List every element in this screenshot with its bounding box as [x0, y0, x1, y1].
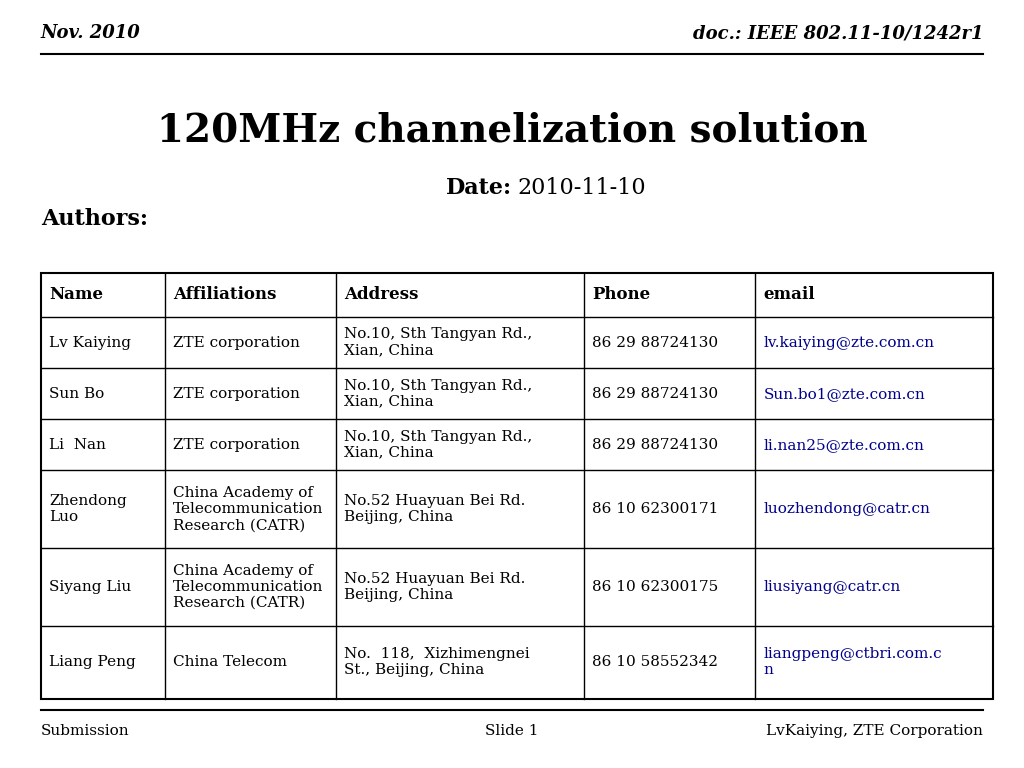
Text: 86 10 62300171: 86 10 62300171 [592, 502, 719, 516]
Text: Submission: Submission [41, 724, 130, 738]
Text: No.10, Sth Tangyan Rd.,
Xian, China: No.10, Sth Tangyan Rd., Xian, China [344, 429, 532, 460]
Text: Nov. 2010: Nov. 2010 [41, 25, 140, 42]
Text: China Academy of
Telecommunication
Research (CATR): China Academy of Telecommunication Resea… [173, 564, 324, 610]
Text: ZTE corporation: ZTE corporation [173, 386, 300, 401]
Text: 86 29 88724130: 86 29 88724130 [592, 336, 718, 349]
Text: 86 10 62300175: 86 10 62300175 [592, 580, 718, 594]
Text: Lv Kaiying: Lv Kaiying [49, 336, 131, 349]
Text: Zhendong
Luo: Zhendong Luo [49, 494, 127, 525]
Text: LvKaiying, ZTE Corporation: LvKaiying, ZTE Corporation [766, 724, 983, 738]
Text: Liang Peng: Liang Peng [49, 655, 136, 669]
Text: No.10, Sth Tangyan Rd.,
Xian, China: No.10, Sth Tangyan Rd., Xian, China [344, 379, 532, 409]
Text: liangpeng@ctbri.com.c
n: liangpeng@ctbri.com.c n [763, 647, 942, 677]
Text: Siyang Liu: Siyang Liu [49, 580, 131, 594]
Text: 86 29 88724130: 86 29 88724130 [592, 438, 718, 452]
Text: No.10, Sth Tangyan Rd.,
Xian, China: No.10, Sth Tangyan Rd., Xian, China [344, 327, 532, 358]
Text: 86 10 58552342: 86 10 58552342 [592, 655, 718, 669]
Text: No.52 Huayuan Bei Rd.
Beijing, China: No.52 Huayuan Bei Rd. Beijing, China [344, 494, 525, 525]
Text: 120MHz channelization solution: 120MHz channelization solution [157, 111, 867, 150]
Text: 2010-11-10: 2010-11-10 [517, 177, 646, 199]
Text: Affiliations: Affiliations [173, 286, 276, 303]
Text: luozhendong@catr.cn: luozhendong@catr.cn [763, 502, 930, 516]
Text: li.nan25@zte.com.cn: li.nan25@zte.com.cn [763, 438, 925, 452]
Text: ZTE corporation: ZTE corporation [173, 336, 300, 349]
Text: ZTE corporation: ZTE corporation [173, 438, 300, 452]
Text: liusiyang@catr.cn: liusiyang@catr.cn [763, 580, 901, 594]
Text: Phone: Phone [592, 286, 650, 303]
Text: Address: Address [344, 286, 419, 303]
Text: Date:: Date: [445, 177, 512, 199]
Text: Authors:: Authors: [41, 208, 147, 230]
Text: No.  118,  Xizhimengnei
St., Beijing, China: No. 118, Xizhimengnei St., Beijing, Chin… [344, 647, 530, 677]
Text: Li  Nan: Li Nan [49, 438, 106, 452]
Text: China Telecom: China Telecom [173, 655, 287, 669]
Text: lv.kaiying@zte.com.cn: lv.kaiying@zte.com.cn [763, 336, 934, 349]
Text: Sun Bo: Sun Bo [49, 386, 104, 401]
Text: Sun.bo1@zte.com.cn: Sun.bo1@zte.com.cn [763, 386, 925, 401]
Text: 86 29 88724130: 86 29 88724130 [592, 386, 718, 401]
Text: doc.: IEEE 802.11-10/1242r1: doc.: IEEE 802.11-10/1242r1 [692, 25, 983, 42]
Text: email: email [763, 286, 815, 303]
Text: Slide 1: Slide 1 [485, 724, 539, 738]
Text: China Academy of
Telecommunication
Research (CATR): China Academy of Telecommunication Resea… [173, 486, 324, 532]
Text: Name: Name [49, 286, 103, 303]
Text: No.52 Huayuan Bei Rd.
Beijing, China: No.52 Huayuan Bei Rd. Beijing, China [344, 571, 525, 602]
